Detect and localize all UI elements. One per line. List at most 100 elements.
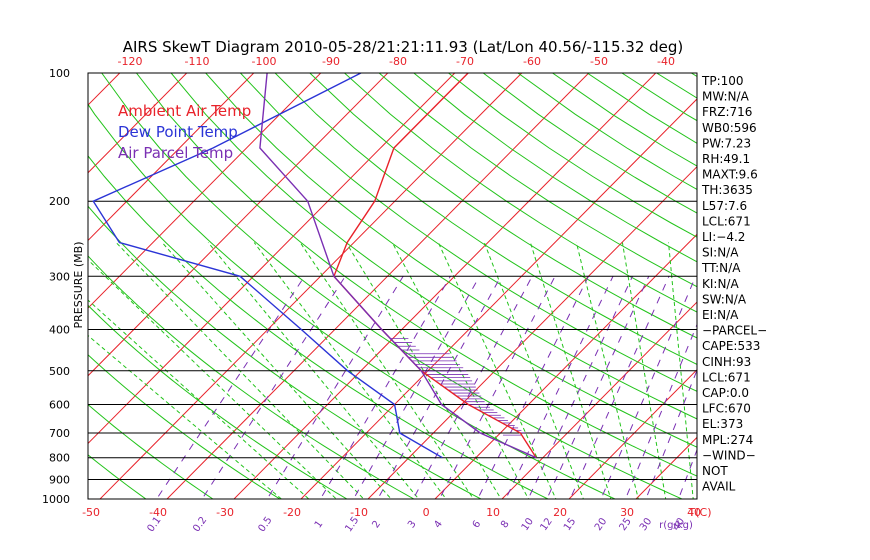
stat-line: MW:N/A (702, 90, 750, 104)
bottom-temp-tick: -30 (216, 506, 234, 519)
stat-line: −PARCEL− (702, 324, 767, 338)
mixing-ratio-tick: 2 (370, 519, 383, 531)
isotherm-line (88, 73, 188, 174)
bottom-temp-tick: 30 (620, 506, 634, 519)
mixing-ratio-tick: 3 (406, 519, 419, 531)
moist-adiabat (207, 242, 420, 499)
mixing-ratio-line (438, 276, 556, 499)
moist-adiabat (88, 334, 283, 499)
stat-line: KI:N/A (702, 277, 739, 291)
pressure-tick-label: 300 (49, 270, 70, 283)
mixing-ratio-tick: 0.5 (256, 515, 274, 534)
isotherm-line (0, 73, 53, 508)
isotherm-line (88, 73, 121, 106)
top-temp-tick: -110 (185, 55, 210, 68)
stat-line: AVAIL (702, 480, 736, 494)
top-temp-tick: -90 (322, 55, 340, 68)
chart-title: AIRS SkewT Diagram 2010-05-28/21:21:11.9… (123, 38, 684, 56)
mixing-ratio-tick: 1 (313, 519, 326, 531)
stat-line: LCL:671 (702, 214, 751, 228)
dry-adiabat (88, 304, 348, 499)
dry-adiabat (88, 103, 617, 499)
isotherm-line (434, 233, 697, 499)
pressure-tick-label: 100 (49, 67, 70, 80)
dry-adiabat (136, 73, 697, 477)
dry-adiabat (205, 73, 697, 420)
dry-adiabat (517, 73, 697, 190)
dry-adiabat (240, 73, 697, 392)
pressure-tick-label: 800 (49, 452, 70, 465)
dry-adiabat (88, 454, 147, 499)
series-line-0 (333, 73, 537, 459)
mixing-ratio-tick: 30 (638, 516, 654, 533)
dry-adiabat (88, 205, 482, 499)
bottom-temp-tick: -40 (149, 506, 167, 519)
top-temp-tick: -80 (389, 55, 407, 68)
stat-line: FRZ:716 (702, 105, 752, 119)
top-temp-tick: -50 (590, 55, 608, 68)
stat-line: PW:7.23 (702, 136, 751, 150)
stat-line: LCL:671 (702, 370, 751, 384)
mixing-ratio-tick: 4 (432, 519, 445, 531)
dry-adiabat (309, 73, 697, 339)
moist-adiabat (621, 242, 667, 499)
isotherm-line (99, 73, 523, 499)
bottom-temp-tick: -50 (82, 506, 100, 519)
mixing-ratio-line (266, 275, 404, 499)
dry-adiabat (413, 73, 697, 263)
bottom-temp-tick: 40 (687, 506, 701, 519)
dry-adiabat (88, 155, 550, 499)
mixing-ratio-line (505, 276, 614, 499)
series-line-1 (92, 73, 443, 459)
dry-adiabat (88, 354, 281, 499)
temp-unit-label: T(C) (688, 506, 712, 519)
isotherm-line (761, 73, 870, 508)
stat-line: TT:N/A (701, 261, 741, 275)
stat-line: CAPE:533 (702, 339, 760, 353)
dry-adiabat (170, 73, 697, 448)
isotherm-line (88, 73, 456, 445)
mixing-ratio-line (569, 276, 670, 499)
stat-line: MPL:274 (702, 433, 753, 447)
plot-frame (87, 72, 698, 500)
isotherm-line (300, 98, 697, 499)
legend: Ambient Air Temp Dew Point Temp Air Parcel… (118, 102, 251, 162)
bottom-temp-tick: 0 (423, 506, 430, 519)
top-temp-tick: -40 (657, 55, 675, 68)
moist-adiabat (88, 299, 310, 499)
bottom-temp-tick: -10 (350, 506, 368, 519)
moist-adiabat (299, 242, 475, 499)
series-layer (92, 73, 537, 459)
top-temp-tick: -120 (118, 55, 143, 68)
bottom-temp-tick: 10 (486, 506, 500, 519)
mixing-ratio-tick: 0.2 (191, 515, 209, 534)
isotherm-line (88, 73, 322, 309)
stat-line: CAP:0.0 (702, 386, 749, 400)
stat-line: −WIND− (702, 448, 756, 462)
stat-line: TH:3635 (701, 183, 753, 197)
mixing-ratio-tick: 20 (593, 516, 609, 533)
top-temp-tick: -60 (523, 55, 541, 68)
stat-line: MAXT:9.6 (702, 168, 758, 182)
mixing-ratio-line (527, 276, 633, 499)
stat-line: NOT (702, 464, 728, 478)
legend-entry: Air Parcel Temp (118, 144, 233, 162)
stat-line: EL:373 (702, 417, 743, 431)
moist-adiabat (437, 242, 557, 499)
stat-line: SI:N/A (702, 246, 739, 260)
moist-adiabat (88, 259, 338, 499)
moist-adiabat (483, 242, 584, 499)
stat-line: TP:100 (701, 74, 744, 88)
pressure-tick-label: 700 (49, 427, 70, 440)
mixing-ratio-line (319, 276, 451, 499)
stat-line: WB0:596 (702, 121, 757, 135)
dry-adiabat (88, 255, 415, 499)
stat-line: LFC:670 (702, 402, 751, 416)
dry-adiabat (378, 73, 697, 288)
pressure-tick-label: 1000 (42, 493, 70, 506)
mixing-ratio-line (477, 276, 589, 499)
moist-adiabat (253, 242, 447, 499)
mixing-ratio-tick: 8 (499, 519, 512, 531)
